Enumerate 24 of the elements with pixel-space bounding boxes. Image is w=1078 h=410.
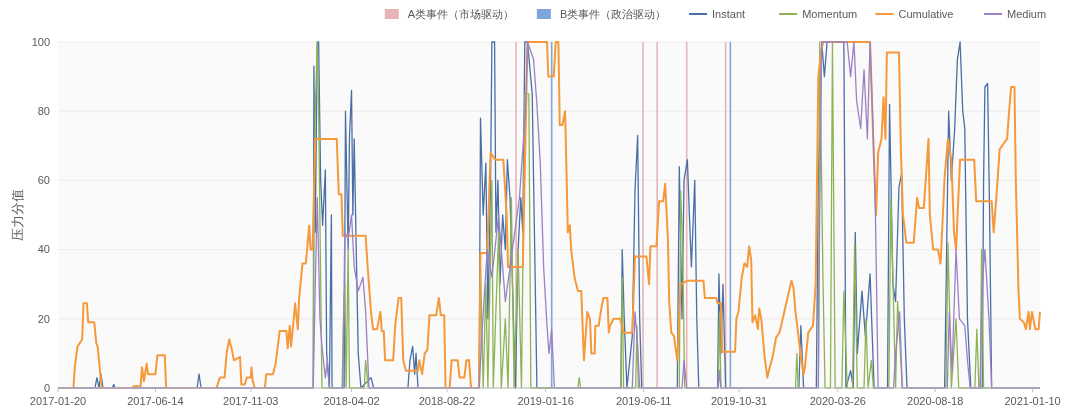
x-tick-label: 2018-04-02	[323, 395, 380, 407]
legend-label: Instant	[712, 8, 746, 20]
x-tick-label: 2021-01-10	[1004, 395, 1061, 407]
y-tick-label: 60	[37, 174, 50, 187]
x-tick-label: 2019-06-11	[615, 395, 672, 407]
legend-label: A类事件（市场驱动）	[407, 8, 515, 20]
y-tick-label: 100	[31, 35, 50, 48]
legend-label: Medium	[1007, 8, 1047, 20]
x-tick-label: 2019-01-16	[517, 395, 574, 407]
x-tick-label: 2017-11-03	[223, 395, 279, 407]
x-tick-label: 2020-08-18	[907, 395, 964, 407]
x-tick-label: 2019-10-31	[710, 395, 768, 407]
x-tick-label: 2020-03-26	[809, 395, 866, 407]
y-tick-label: 0	[43, 381, 50, 394]
x-tick-label: 2017-06-14	[127, 395, 184, 407]
legend-label: Momentum	[802, 8, 858, 20]
y-axis-title: 压力分值	[10, 189, 25, 241]
legend-label: B类事件（政治驱动）	[559, 8, 667, 20]
y-tick-label: 40	[37, 243, 50, 256]
y-tick-label: 80	[37, 105, 50, 118]
x-tick-label: 2018-08-22	[418, 395, 476, 407]
legend-label: Cumulative	[898, 8, 954, 20]
y-tick-label: 20	[37, 312, 50, 325]
x-tick-label: 2017-01-20	[29, 395, 87, 407]
